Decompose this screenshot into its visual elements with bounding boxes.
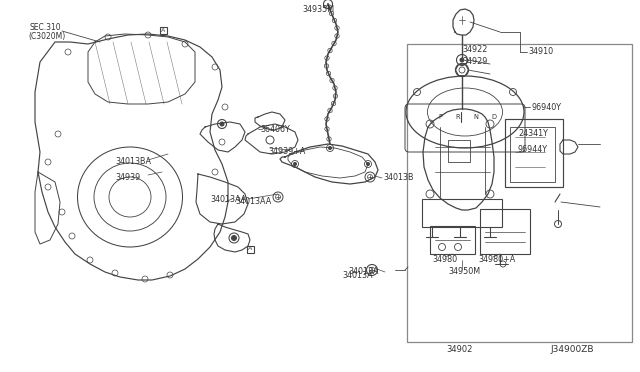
Circle shape [367, 163, 369, 166]
Text: 24341Y: 24341Y [518, 129, 548, 138]
Text: 34013B: 34013B [383, 173, 413, 183]
Text: 96940Y: 96940Y [532, 103, 562, 112]
Bar [422, 199, 502, 227]
Text: 34935M: 34935M [302, 6, 334, 15]
Text: A: A [161, 28, 165, 32]
Bar [246, 246, 253, 253]
Text: 34939: 34939 [115, 173, 140, 182]
Circle shape [460, 58, 464, 62]
Text: 34939+A: 34939+A [268, 148, 305, 157]
Text: A: A [248, 247, 252, 251]
Text: 34929: 34929 [462, 58, 488, 67]
Text: 34013A: 34013A [348, 267, 378, 276]
Circle shape [294, 163, 296, 166]
Text: 34902: 34902 [446, 346, 472, 355]
Text: 34950M: 34950M [448, 267, 480, 276]
Text: R: R [456, 114, 460, 120]
Circle shape [220, 122, 224, 126]
Text: 34013A: 34013A [342, 270, 372, 279]
Text: 34013AA: 34013AA [235, 198, 271, 206]
Bar [159, 26, 166, 33]
Text: 34013BA: 34013BA [115, 157, 151, 167]
Bar [505, 119, 563, 187]
Text: D: D [492, 114, 497, 120]
Text: 34922: 34922 [462, 45, 488, 54]
Bar [430, 226, 475, 254]
Text: SEC.310: SEC.310 [30, 22, 61, 32]
Bar [480, 209, 530, 254]
Bar [510, 127, 555, 182]
Text: 34910: 34910 [528, 48, 553, 57]
Text: 34013AA: 34013AA [210, 195, 246, 203]
Bar [448, 140, 470, 162]
Text: N: N [474, 114, 479, 120]
Text: (C3020M): (C3020M) [28, 32, 65, 41]
Text: 96944Y: 96944Y [518, 145, 548, 154]
Text: J34900ZB: J34900ZB [550, 346, 593, 355]
Text: P: P [438, 114, 442, 120]
Text: 34980: 34980 [432, 254, 457, 263]
Text: 34980+A: 34980+A [478, 254, 515, 263]
Circle shape [328, 147, 332, 150]
Bar [407, 44, 632, 342]
Text: 36406Y: 36406Y [260, 125, 290, 135]
Circle shape [232, 235, 237, 241]
